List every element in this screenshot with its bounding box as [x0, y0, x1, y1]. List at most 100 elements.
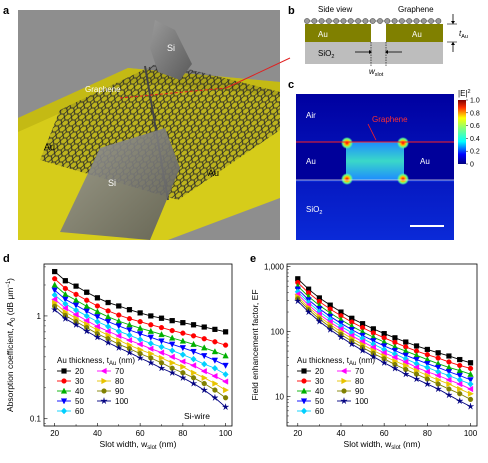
data-point: [467, 385, 474, 393]
data-point: [82, 327, 91, 335]
x-axis-label: Slot width, wslot (nm): [344, 439, 421, 451]
legend-marker: [301, 378, 307, 384]
data-point: [169, 347, 176, 354]
data-point: [446, 380, 453, 388]
data-point: [304, 307, 313, 316]
panel-b-graphene-atom: [333, 18, 340, 24]
x-tick-label: 80: [178, 429, 187, 438]
data-point: [115, 317, 122, 324]
panel-b-t-arrowhead-bottom: [451, 42, 455, 45]
data-point: [190, 348, 197, 356]
data-point: [126, 337, 133, 344]
data-point: [137, 310, 143, 316]
data-point: [94, 314, 101, 321]
x-tick-label: 40: [337, 429, 346, 438]
panel-c-colorbar-title: |E|2: [458, 89, 471, 98]
x-tick-label: 60: [136, 429, 145, 438]
data-point: [104, 328, 111, 335]
panel-c-graphene-label: Graphene: [372, 115, 408, 124]
data-point: [148, 350, 155, 357]
legend-label: 60: [75, 407, 84, 416]
data-point: [93, 323, 101, 330]
legend-label: 70: [115, 367, 124, 376]
data-point: [423, 368, 430, 375]
panel-c-colorbar-tick-label: 0.6: [470, 123, 480, 130]
data-point: [434, 372, 441, 379]
data-point: [72, 311, 79, 318]
panel-b-graphene-label: Graphene: [398, 5, 434, 14]
data-point: [137, 319, 143, 325]
data-point: [201, 380, 207, 387]
data-point: [189, 379, 198, 387]
data-point: [457, 362, 463, 369]
x-tick-label: 80: [423, 429, 432, 438]
legend-label: 70: [355, 367, 364, 376]
legend-marker: [100, 396, 108, 405]
panel-b-sio2-label: SiO2: [318, 49, 334, 60]
data-point: [180, 330, 186, 336]
data-point: [158, 331, 165, 338]
data-point: [179, 351, 186, 358]
panel-e-letter: e: [250, 253, 256, 265]
data-point: [200, 386, 209, 394]
data-point: [94, 308, 101, 315]
data-point: [94, 295, 101, 301]
legend-label: 50: [75, 397, 84, 406]
data-point: [212, 380, 219, 387]
legend-label: 100: [115, 397, 129, 406]
data-point: [222, 378, 229, 385]
legend-marker: [61, 378, 67, 384]
legend-title: Au thickness, tAu (nm): [297, 356, 375, 367]
data-point: [62, 278, 68, 284]
data-point: [179, 345, 186, 352]
panel-c-colorbar-tick-label: 0.4: [470, 136, 480, 143]
panel-b-t-label: tAu: [459, 29, 468, 40]
data-point: [222, 329, 229, 335]
data-point: [467, 377, 474, 384]
data-point: [158, 349, 165, 356]
panel-b-graphene-atom: [384, 18, 391, 24]
data-point: [200, 368, 207, 375]
data-point: [62, 285, 68, 292]
data-point: [293, 296, 302, 305]
panel-b-slot-arrowhead-right: [385, 50, 388, 54]
chart-annotation: Si-wire: [184, 411, 210, 421]
data-point: [180, 363, 187, 370]
data-point: [51, 287, 58, 294]
data-point: [158, 338, 165, 345]
data-point: [62, 296, 69, 303]
legend-marker: [300, 407, 308, 415]
panel-c-colorbar: [458, 100, 466, 164]
legend-label: 30: [315, 377, 324, 386]
panel-b-graphene-atom: [398, 18, 405, 24]
panel-c-graphene-pointer: [367, 123, 377, 141]
data-point: [126, 307, 133, 313]
data-point: [61, 305, 68, 312]
y-tick-label: 100: [271, 328, 285, 337]
data-point: [158, 315, 165, 321]
data-point: [456, 380, 463, 388]
data-point: [148, 313, 154, 319]
data-point: [201, 360, 208, 368]
data-point: [412, 374, 421, 383]
panel-c-air-label: Air: [306, 111, 316, 120]
panel-a-callout-line: [225, 57, 291, 89]
series-points-60: [51, 291, 229, 378]
data-point: [147, 334, 154, 341]
panel-b-graphene-atom: [406, 18, 413, 24]
panel-a-section-line: [119, 87, 227, 99]
panel-c-colorbar-tick-label: 0.2: [470, 149, 480, 156]
panel-b-letter: b: [288, 5, 295, 17]
data-point: [391, 364, 399, 372]
data-point: [61, 314, 70, 323]
panel-b-graphene-atom: [318, 18, 325, 24]
data-point: [467, 365, 474, 372]
data-point: [104, 313, 112, 320]
data-point: [435, 350, 441, 356]
legend-marker: [341, 377, 348, 385]
data-point: [148, 322, 154, 328]
legend-marker: [61, 368, 67, 374]
data-point: [116, 312, 122, 318]
data-point: [201, 374, 208, 381]
legend-marker: [300, 398, 308, 405]
